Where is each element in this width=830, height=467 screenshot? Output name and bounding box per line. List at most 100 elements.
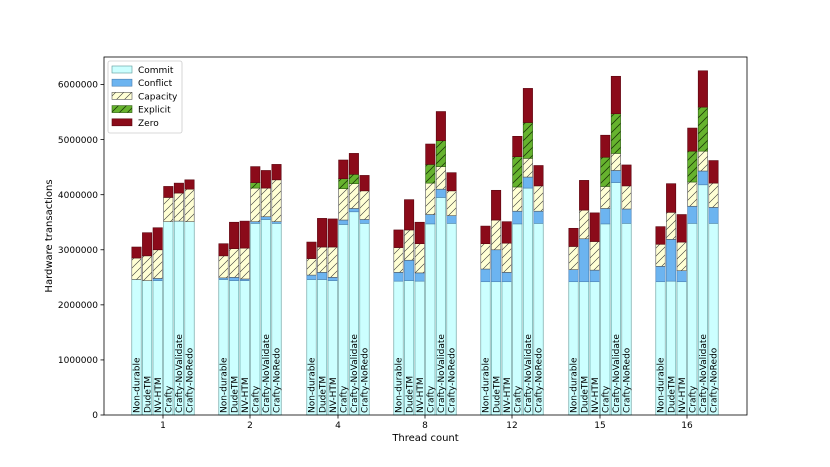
bar-12-non-durable-conflict: [480, 268, 491, 283]
bars-group: [131, 70, 719, 416]
bar-12-nv-htm-conflict: [501, 272, 512, 283]
bar-label-4-dudetm: DudeTM: [318, 376, 328, 413]
bar-4-crafty-capacity-hatch: [338, 188, 348, 221]
bar-label-12-nv-htm: NV-HTM: [503, 377, 513, 413]
bar-16-nv-htm-capacity-hatch: [677, 242, 687, 271]
bar-12-crafty-novalidate-conflict: [522, 176, 533, 189]
bar-2-crafty-novalidate-conflict: [260, 216, 271, 220]
bar-2-dudetm-conflict: [229, 277, 240, 281]
bar-15-non-durable-conflict: [568, 269, 579, 283]
bar-1-crafty-noredo-capacity-hatch: [184, 189, 195, 222]
bar-15-crafty-novalidate-capacity-hatch: [611, 153, 621, 171]
bar-1-non-durable-capacity-hatch: [131, 258, 142, 280]
x-tick-label: 1: [160, 421, 166, 431]
bar-8-crafty-explicit-hatch: [425, 164, 435, 184]
bar-label-4-crafty-novalidate: Crafty-NoValidate: [350, 334, 360, 413]
bar-4-crafty-zero: [338, 159, 349, 180]
bar-label-15-dudetm: DudeTM: [580, 376, 590, 413]
bar-8-dudetm-zero: [404, 199, 415, 231]
bar-label-1-non-durable: Non-durable: [133, 357, 143, 413]
legend-label-capacity: Capacity: [138, 92, 178, 102]
bar-8-nv-htm-zero: [414, 221, 425, 245]
bar-label-2-non-durable: Non-durable: [220, 357, 230, 413]
bar-4-crafty-noredo-conflict: [359, 219, 370, 224]
bar-2-dudetm-capacity-hatch: [229, 248, 239, 278]
bar-12-crafty-capacity-hatch: [512, 186, 522, 212]
bar-16-crafty-novalidate-capacity-hatch: [698, 151, 708, 172]
legend-swatch-zero: [111, 118, 133, 127]
legend-label-commit: Commit: [138, 66, 174, 76]
bar-15-crafty-noredo-conflict: [621, 208, 632, 224]
bar-12-nv-htm-capacity-hatch: [502, 243, 512, 273]
bar-4-dudetm-conflict: [317, 272, 328, 280]
bar-label-4-crafty: Crafty: [340, 385, 350, 413]
bar-12-crafty-novalidate-explicit-hatch: [523, 122, 533, 159]
bar-4-crafty-novalidate-conflict: [348, 208, 359, 213]
bar-8-crafty-novalidate-capacity-hatch: [436, 166, 446, 190]
bar-1-crafty-noredo-zero: [184, 179, 195, 190]
bar-1-nv-htm-capacity-hatch: [153, 249, 163, 279]
bar-label-16-dudetm: DudeTM: [667, 376, 677, 413]
bar-8-crafty-noredo-capacity-hatch: [446, 190, 457, 216]
bar-15-dudetm-capacity-hatch: [579, 210, 589, 239]
bar-8-crafty-conflict: [425, 214, 436, 225]
bar-16-crafty-capacity-hatch: [687, 182, 697, 207]
bar-12-dudetm-capacity-hatch: [491, 220, 501, 250]
bar-label-12-dudetm: DudeTM: [492, 376, 502, 413]
bar-labels-group: Non-durable DudeTM NV-HTM Crafty Crafty-NoVa…: [133, 334, 720, 413]
bar-label-1-nv-htm: NV-HTM: [154, 377, 164, 413]
bar-12-dudetm-conflict: [491, 249, 502, 283]
y-axis-label: Hardware transactions: [44, 179, 55, 292]
bar-8-crafty-capacity-hatch: [425, 183, 435, 215]
legend: Commit Conflict Capacity Explicit Zero: [107, 60, 183, 134]
bar-2-crafty-novalidate-zero: [260, 170, 271, 189]
bar-15-crafty-novalidate-zero: [610, 75, 621, 115]
bar-16-crafty-noredo-zero: [708, 160, 719, 184]
bar-label-15-crafty: Crafty: [602, 385, 612, 413]
bar-16-dudetm-conflict: [666, 239, 677, 282]
bar-label-12-crafty-noredo: Crafty-NoRedo: [535, 347, 545, 413]
bar-8-non-durable-conflict: [393, 272, 404, 282]
legend-label-explicit: Explicit: [138, 106, 171, 116]
bar-15-crafty-capacity-hatch: [600, 186, 610, 209]
bar-15-crafty-zero: [600, 134, 611, 158]
bar-16-crafty-conflict: [687, 205, 698, 224]
bar-1-crafty-capacity-hatch: [163, 197, 173, 222]
legend-label-zero: Zero: [138, 119, 159, 129]
bar-15-crafty-explicit-hatch: [600, 157, 610, 187]
bar-label-4-nv-htm: NV-HTM: [329, 377, 339, 413]
bar-15-nv-htm-conflict: [589, 269, 600, 283]
bar-2-crafty-capacity-hatch: [250, 188, 260, 222]
bar-1-nv-htm-zero: [152, 227, 163, 251]
bar-label-2-nv-htm: NV-HTM: [241, 377, 251, 413]
bar-2-crafty-zero: [250, 166, 261, 183]
bar-12-crafty-explicit-hatch: [512, 156, 522, 187]
bar-4-crafty-conflict: [338, 219, 349, 225]
bar-4-non-durable-zero: [306, 241, 317, 259]
y-tick-label: 6000000: [58, 81, 98, 91]
bar-label-8-dudetm: DudeTM: [405, 376, 415, 413]
bar-label-2-crafty-novalidate: Crafty-NoValidate: [262, 334, 272, 413]
bar-label-12-non-durable: Non-durable: [482, 357, 492, 413]
bar-label-8-non-durable: Non-durable: [395, 357, 405, 413]
bar-label-16-nv-htm: NV-HTM: [678, 377, 688, 413]
bar-8-dudetm-conflict: [404, 259, 415, 281]
bar-8-non-durable-capacity-hatch: [393, 247, 404, 273]
bar-4-crafty-novalidate-zero: [348, 153, 359, 175]
bar-15-non-durable-capacity-hatch: [568, 246, 579, 270]
bar-8-crafty-zero: [425, 143, 436, 165]
bar-8-crafty-novalidate-conflict: [435, 188, 446, 198]
bar-4-non-durable-conflict: [306, 274, 317, 280]
y-tick-label: 2000000: [58, 301, 98, 311]
bar-label-1-crafty: Crafty: [165, 385, 175, 413]
bar-label-15-non-durable: Non-durable: [570, 357, 580, 413]
legend-swatch-commit: [111, 65, 133, 74]
legend-swatch-hatch-explicit: [112, 105, 132, 113]
bar-2-nv-htm-zero: [239, 220, 250, 249]
bar-8-nv-htm-conflict: [414, 272, 425, 282]
x-tick-label: 2: [247, 421, 253, 431]
bar-4-dudetm-capacity-hatch: [317, 247, 327, 273]
bar-2-non-durable-zero: [218, 243, 229, 257]
bar-label-8-crafty-noredo: Crafty-NoRedo: [448, 347, 458, 413]
